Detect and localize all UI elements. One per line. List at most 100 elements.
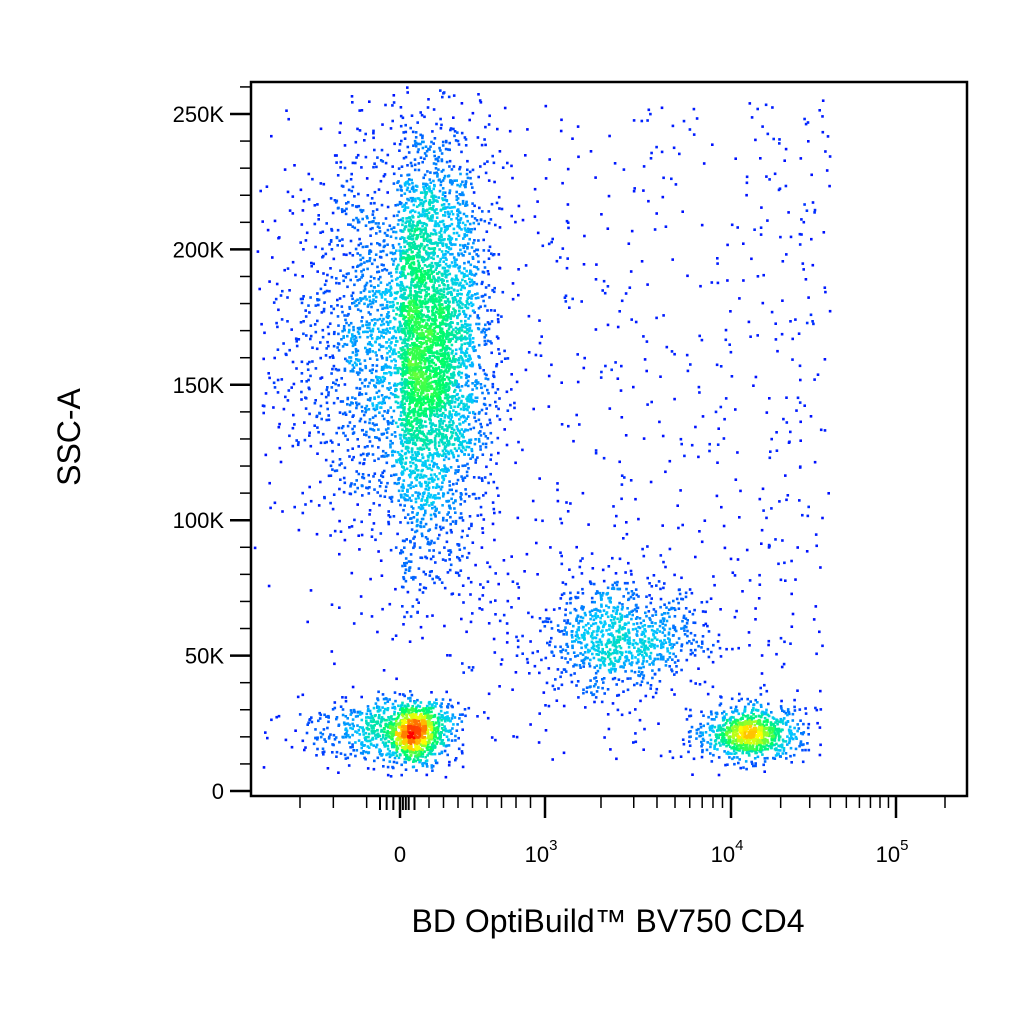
data-point	[331, 367, 334, 371]
data-point	[358, 129, 362, 132]
data-point	[400, 763, 403, 767]
data-point	[524, 264, 528, 267]
data-point	[462, 402, 465, 406]
data-point	[353, 343, 357, 346]
data-point	[428, 495, 432, 499]
data-point	[762, 763, 765, 767]
data-point	[464, 366, 468, 370]
data-point	[671, 658, 674, 661]
data-point	[465, 200, 468, 204]
data-point	[470, 524, 473, 528]
data-point	[351, 743, 354, 746]
data-point	[320, 376, 324, 379]
data-point	[365, 177, 369, 180]
data-point	[355, 353, 359, 356]
data-point	[603, 692, 606, 695]
data-point	[467, 357, 470, 361]
data-point	[397, 481, 400, 485]
data-point	[259, 189, 262, 193]
data-point	[371, 226, 374, 230]
data-point	[325, 222, 328, 225]
data-point	[653, 646, 656, 650]
data-point	[495, 363, 499, 366]
data-point	[457, 386, 461, 389]
data-point	[406, 164, 409, 167]
data-point	[371, 444, 374, 448]
data-point	[663, 603, 666, 606]
data-point	[604, 612, 608, 616]
data-point	[608, 599, 612, 603]
data-point	[494, 738, 497, 742]
data-point	[412, 485, 415, 488]
data-point	[323, 283, 327, 286]
data-point	[469, 438, 473, 442]
data-point	[447, 549, 450, 552]
data-point	[620, 608, 624, 611]
data-point	[659, 605, 662, 609]
data-point	[311, 346, 314, 349]
data-point	[698, 734, 701, 738]
data-point	[806, 121, 810, 124]
data-point	[712, 575, 715, 578]
data-point	[368, 100, 371, 103]
data-point	[408, 469, 412, 472]
data-point	[389, 346, 392, 350]
data-point	[622, 595, 625, 598]
data-point	[391, 300, 395, 304]
data-point	[490, 453, 493, 457]
data-point	[658, 630, 662, 633]
data-point	[530, 615, 534, 619]
data-point	[384, 217, 388, 220]
data-point	[665, 345, 669, 349]
data-point	[385, 461, 389, 465]
data-point	[458, 203, 462, 206]
data-point	[377, 389, 381, 393]
data-point	[382, 336, 385, 339]
data-point	[458, 347, 462, 351]
data-point	[600, 603, 603, 607]
data-point	[441, 518, 445, 522]
data-point	[581, 653, 585, 656]
data-point	[790, 732, 793, 735]
data-point	[405, 611, 409, 614]
data-point	[550, 240, 553, 244]
data-point	[431, 752, 434, 756]
data-point	[431, 214, 434, 217]
data-point	[692, 638, 695, 642]
data-point	[414, 458, 418, 462]
data-point	[677, 607, 681, 610]
data-point	[388, 752, 391, 756]
data-point	[319, 182, 323, 185]
data-point	[455, 385, 459, 388]
data-point	[823, 358, 827, 361]
data-point	[438, 752, 441, 756]
data-point	[286, 190, 290, 194]
data-point	[625, 521, 628, 524]
data-point	[368, 259, 371, 263]
data-point	[449, 449, 453, 452]
data-point	[300, 398, 303, 401]
data-point	[381, 356, 384, 360]
data-point	[694, 648, 697, 652]
data-point	[655, 212, 658, 215]
data-point	[331, 354, 334, 358]
data-point	[566, 167, 570, 171]
data-point	[322, 728, 326, 731]
data-point	[376, 265, 379, 269]
data-point	[654, 630, 657, 634]
data-point	[655, 631, 658, 635]
data-point	[673, 608, 677, 612]
data-point	[733, 574, 737, 577]
data-point	[468, 237, 471, 241]
data-point	[389, 291, 393, 294]
data-point	[408, 190, 412, 193]
data-point	[447, 469, 450, 472]
data-point	[366, 194, 370, 197]
data-point	[414, 576, 417, 579]
data-point	[342, 431, 345, 435]
data-point	[448, 558, 451, 561]
data-point	[431, 577, 434, 581]
data-point	[360, 718, 364, 722]
data-point	[672, 607, 676, 610]
data-point	[368, 290, 371, 293]
